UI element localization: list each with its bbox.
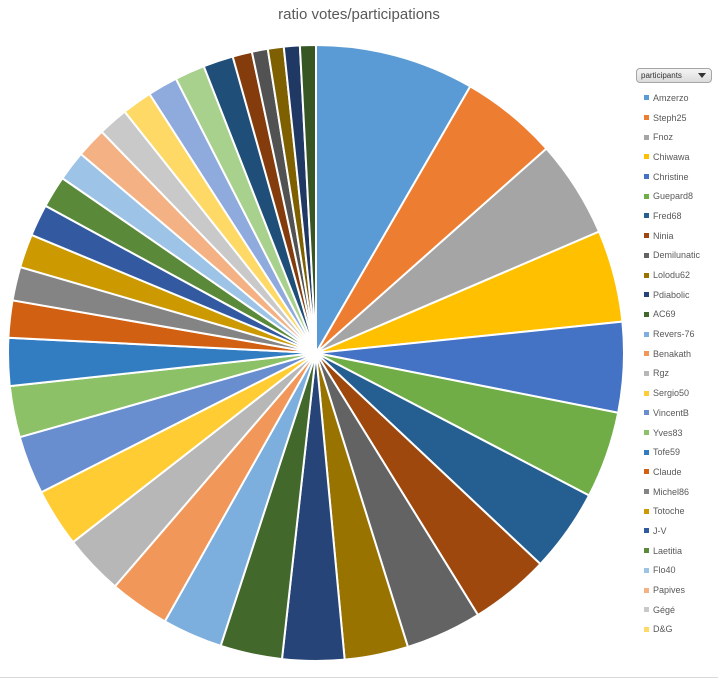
legend-item: Amzerzo <box>636 88 716 108</box>
legend-item: Gégé <box>636 600 716 620</box>
legend-label: Rgz <box>653 368 670 379</box>
legend-swatch <box>644 174 649 180</box>
legend-swatch <box>644 469 649 475</box>
legend-item: Fred68 <box>636 206 716 226</box>
legend-swatch <box>644 115 649 121</box>
legend-swatch <box>644 370 649 376</box>
legend-item: Revers-76 <box>636 324 716 344</box>
legend-swatch <box>644 390 649 396</box>
pie-slice-35 <box>298 43 317 354</box>
legend-label: Gégé <box>653 604 676 615</box>
legend-item: Fnoz <box>636 127 716 147</box>
legend-swatch <box>644 607 649 613</box>
legend-label: Lolodu62 <box>653 270 691 281</box>
chart-title: ratio votes/participations <box>278 6 440 23</box>
legend-filter-label: participants <box>641 71 682 80</box>
legend-label: Steph25 <box>653 112 687 123</box>
legend: participants Amzerzo Steph25 Fnoz Chiwawa Ch… <box>636 68 716 639</box>
legend-swatch <box>644 626 649 632</box>
legend-item: Ninia <box>636 226 716 246</box>
legend-label: Laetitia <box>653 545 683 556</box>
legend-label: Pdiabolic <box>653 289 690 300</box>
legend-item: Christine <box>636 167 716 187</box>
legend-swatch <box>644 410 649 416</box>
legend-item: D&G <box>636 620 716 640</box>
legend-swatch <box>644 213 649 219</box>
legend-item: Guepard8 <box>636 186 716 206</box>
legend-item: Tofe59 <box>636 442 716 462</box>
legend-label: Yves83 <box>653 427 683 438</box>
legend-label: Chiwawa <box>653 151 690 162</box>
legend-swatch <box>644 331 649 337</box>
legend-label: Flo40 <box>653 565 676 576</box>
legend-swatch <box>644 489 649 495</box>
legend-swatch <box>644 154 649 160</box>
legend-item: Lolodu62 <box>636 265 716 285</box>
legend-label: Revers-76 <box>653 329 695 340</box>
legend-label: VincentB <box>653 407 689 418</box>
legend-swatch <box>644 587 649 593</box>
legend-swatch <box>644 233 649 239</box>
legend-item: Totoche <box>636 501 716 521</box>
legend-swatch <box>644 292 649 298</box>
legend-item: Yves83 <box>636 423 716 443</box>
legend-swatch <box>644 272 649 278</box>
legend-swatch <box>644 252 649 258</box>
legend-swatch <box>644 430 649 436</box>
legend-swatch <box>644 508 649 514</box>
legend-item: Demilunatic <box>636 246 716 266</box>
legend-label: Benakath <box>653 348 692 359</box>
legend-item: Laetitia <box>636 541 716 561</box>
legend-label: Totoche <box>653 506 685 517</box>
legend-swatch <box>644 449 649 455</box>
legend-label: AC69 <box>653 309 676 320</box>
legend-swatch <box>644 351 649 357</box>
legend-swatch <box>644 134 649 140</box>
legend-item: J-V <box>636 521 716 541</box>
legend-item: Sergio50 <box>636 383 716 403</box>
legend-label: Michel86 <box>653 486 690 497</box>
legend-label: Amzerzo <box>653 92 689 103</box>
legend-swatch <box>644 528 649 534</box>
legend-label: Fnoz <box>653 132 674 143</box>
legend-item: Pdiabolic <box>636 285 716 305</box>
legend-item: Benakath <box>636 344 716 364</box>
legend-swatch <box>644 193 649 199</box>
legend-swatch <box>644 95 649 101</box>
legend-label: Papives <box>653 585 686 596</box>
legend-item: AC69 <box>636 305 716 325</box>
legend-label: J-V <box>653 525 667 536</box>
legend-list: Amzerzo Steph25 Fnoz Chiwawa Christine Guepar… <box>636 88 716 639</box>
chevron-down-icon <box>698 73 706 78</box>
legend-label: Christine <box>653 171 689 182</box>
legend-item: Michel86 <box>636 482 716 502</box>
legend-swatch <box>644 548 649 554</box>
legend-label: Demilunatic <box>653 250 701 261</box>
legend-item: Chiwawa <box>636 147 716 167</box>
legend-item: Papives <box>636 580 716 600</box>
legend-label: Fred68 <box>653 210 682 221</box>
legend-filter-button[interactable]: participants <box>636 68 712 83</box>
legend-label: D&G <box>653 624 673 635</box>
legend-item: Flo40 <box>636 561 716 581</box>
divider <box>0 677 718 678</box>
legend-item: Claude <box>636 462 716 482</box>
legend-swatch <box>644 311 649 317</box>
legend-label: Claude <box>653 466 682 477</box>
legend-label: Ninia <box>653 230 674 241</box>
pie-slice-amzerzo <box>315 43 472 357</box>
legend-item: Steph25 <box>636 108 716 128</box>
legend-label: Guepard8 <box>653 191 694 202</box>
legend-swatch <box>644 567 649 573</box>
legend-label: Tofe59 <box>653 447 681 458</box>
legend-label: Sergio50 <box>653 388 690 399</box>
legend-item: VincentB <box>636 403 716 423</box>
legend-item: Rgz <box>636 364 716 384</box>
